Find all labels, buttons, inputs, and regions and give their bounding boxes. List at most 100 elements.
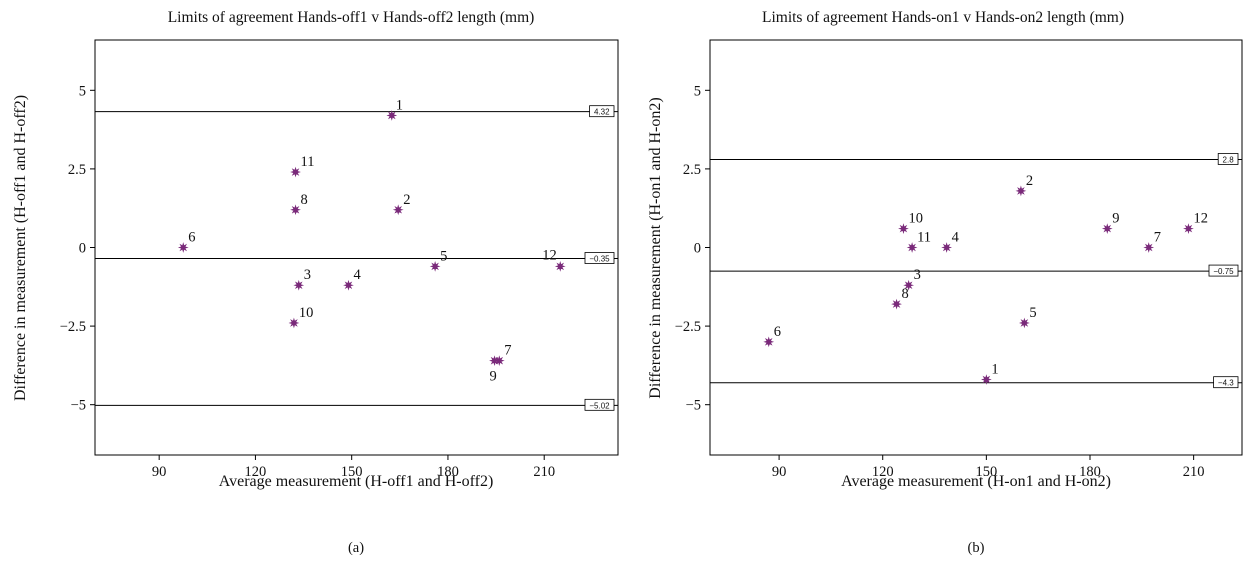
data-point (1015, 185, 1027, 197)
limit-line-label: 4.32 (594, 108, 610, 117)
x-tick-label: 90 (772, 464, 787, 480)
x-tick-label: 120 (245, 464, 267, 480)
x-axis-label: Average measurement (H-off1 and H-off2) (219, 473, 494, 490)
limit-line-label: 2.8 (1223, 155, 1235, 164)
x-tick-label: 150 (341, 464, 363, 480)
agreement-lines: 2.8 −0.75 −4.3 (710, 153, 1242, 389)
panel-label-a: (a) (348, 540, 364, 556)
y-tick-label: −2.5 (675, 319, 701, 335)
limit-line-label: −0.75 (1213, 267, 1234, 276)
data-point-label: 5 (1029, 305, 1036, 321)
data-point (290, 204, 301, 216)
limit-line-label-box (1213, 376, 1239, 389)
x-tick-label: 180 (1079, 464, 1101, 480)
x-axis: 90 120 150 180 210 (152, 455, 555, 480)
y-tick-label: 0 (694, 241, 701, 257)
data-point-label: 12 (1193, 211, 1208, 227)
data-point (1019, 317, 1030, 329)
y-tick-label: 5 (694, 83, 701, 99)
data-point-label: 11 (301, 154, 315, 170)
data-point (981, 374, 992, 385)
chart-title: Limits of agreement Hands-on1 v Hands-on… (762, 9, 1124, 26)
data-point (293, 279, 305, 291)
data-point (392, 204, 404, 216)
data-point (1183, 223, 1194, 234)
y-axis: −5 −2.5 0 2.5 5 (60, 83, 95, 414)
y-tick-label: 2.5 (683, 162, 701, 178)
limit-line-label: −0.35 (589, 255, 610, 264)
x-tick-label: 90 (152, 464, 167, 480)
y-tick-label: 0 (79, 241, 86, 257)
data-point-label: 7 (504, 343, 511, 359)
y-tick-label: −5 (71, 398, 86, 414)
y-axis-label: Difference in measurement (H-off1 and H-… (12, 95, 29, 401)
data-point (288, 317, 300, 329)
data-point-label: 9 (489, 369, 496, 385)
data-point-label: 3 (914, 267, 921, 283)
data-point-label: 8 (902, 286, 909, 302)
data-point (177, 242, 189, 253)
data-point-label: 1 (396, 97, 403, 113)
plot-frame (94, 39, 619, 456)
x-axis-label: Average measurement (H-on1 and H-on2) (841, 473, 1111, 490)
panel-label-b: (b) (968, 540, 985, 556)
x-tick-label: 210 (1183, 464, 1205, 480)
data-point-label: 8 (301, 192, 308, 208)
data-point-label: 10 (299, 305, 314, 321)
chart-title: Limits of agreement Hands-off1 v Hands-o… (168, 9, 535, 26)
x-axis: 90 120 150 180 210 (772, 455, 1205, 480)
data-point-label: 3 (304, 267, 311, 283)
data-point (891, 298, 902, 310)
data-point (898, 223, 909, 234)
data-point (343, 279, 354, 291)
x-tick-label: 150 (975, 464, 997, 480)
x-tick-label: 180 (437, 464, 459, 480)
chart-panel-a: Limits of agreement Hands-off1 v Hands-o… (12, 9, 619, 556)
data-point (429, 260, 441, 272)
data-point-label: 11 (917, 230, 931, 246)
data-point-label: 2 (403, 192, 410, 208)
y-tick-label: 5 (79, 83, 86, 99)
chart-panel-b: Limits of agreement Hands-on1 v Hands-on… (647, 9, 1243, 556)
y-axis-label: Difference in measurement (H-on1 and H-o… (647, 97, 664, 398)
data-point-label: 6 (188, 230, 195, 246)
limit-line-label: −5.02 (589, 401, 610, 410)
data-point (903, 279, 915, 291)
data-point-label: 2 (1026, 173, 1033, 189)
data-point-label: 6 (774, 324, 781, 340)
limit-line-label-box (1208, 264, 1239, 277)
data-point-label: 4 (952, 230, 960, 246)
y-tick-label: −5 (686, 398, 701, 414)
data-point (763, 336, 775, 348)
agreement-lines: 4.32 −0.35 −5.02 (95, 105, 618, 411)
data-point-label: 7 (1154, 230, 1161, 246)
data-point (386, 110, 398, 121)
data-point-label: 9 (1112, 211, 1119, 227)
data-point (290, 166, 301, 178)
data-point-label: 1 (991, 362, 998, 378)
limit-line-label-box (1217, 153, 1239, 165)
limit-line-label: −4.3 (1218, 379, 1234, 388)
limit-line-label-box (589, 105, 615, 118)
y-tick-label: −2.5 (60, 319, 86, 335)
data-point (554, 261, 566, 272)
data-point-label: 5 (440, 248, 447, 264)
data-point-label: 4 (353, 267, 361, 283)
limit-line-label-box (584, 252, 615, 264)
data-point (1101, 223, 1113, 235)
data-point-label: 10 (908, 211, 923, 227)
x-tick-label: 120 (872, 464, 894, 480)
data-point (489, 355, 500, 367)
x-tick-label: 210 (533, 464, 555, 480)
data-point (1143, 242, 1155, 253)
y-axis: −5 −2.5 0 2.5 5 (675, 83, 710, 414)
plot-frame (709, 39, 1243, 456)
limit-line-label-box (584, 398, 615, 411)
data-point-label: 12 (542, 247, 557, 263)
data-point (941, 242, 953, 253)
data-point (906, 242, 918, 253)
y-tick-label: 2.5 (68, 162, 86, 178)
